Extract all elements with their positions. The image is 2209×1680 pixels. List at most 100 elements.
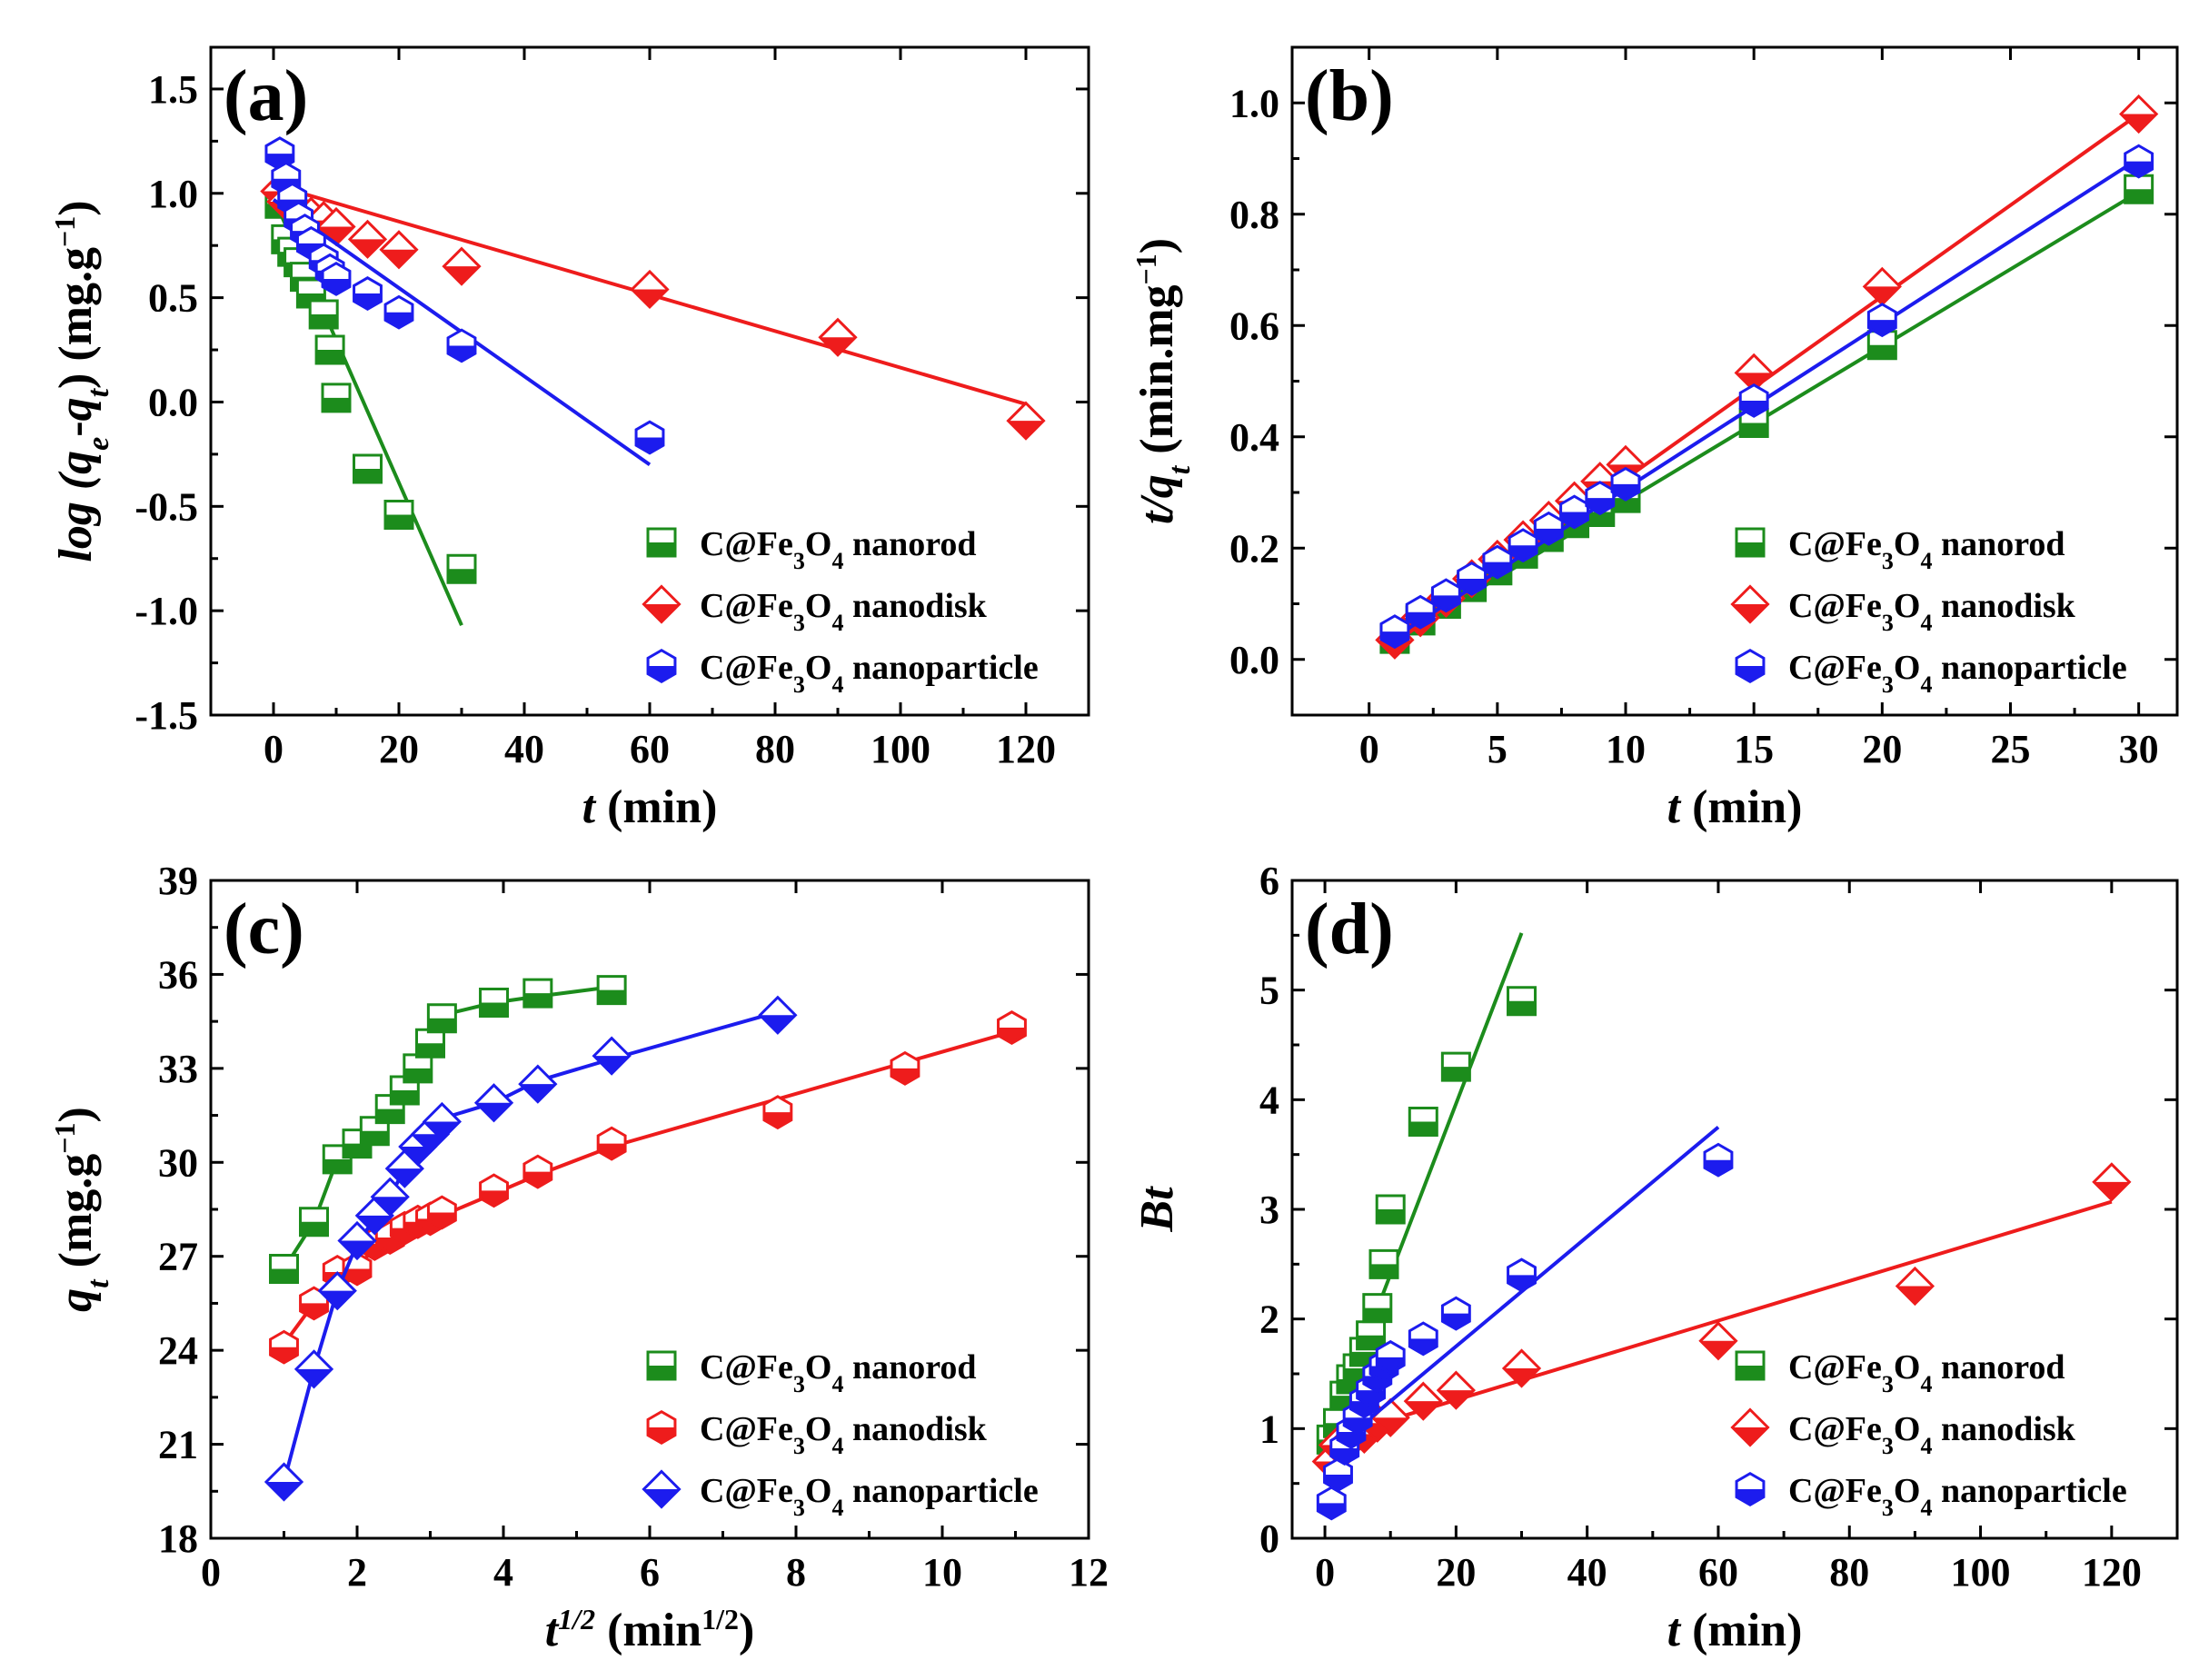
panel-label: (a): [224, 56, 308, 136]
x-tick-label: 120: [2082, 1550, 2142, 1595]
data-point-nanorod: [479, 987, 510, 1018]
data-point-nanoparticle: [422, 1101, 463, 1142]
data-point-nanorod: [415, 1028, 445, 1059]
data-point-nanodisk: [347, 219, 388, 259]
data-point-nanoparticle: [473, 1083, 514, 1123]
data-point-nanodisk: [1698, 1321, 1738, 1361]
data-point-nanorod: [403, 1053, 433, 1084]
legend-entry-nanoparticle: C@Fe3O4 nanoparticle: [1788, 1472, 2127, 1521]
x-tick-label: 20: [1436, 1550, 1476, 1595]
x-tick-label: 0: [264, 727, 284, 771]
legend-entry-nanoparticle: C@Fe3O4 nanoparticle: [700, 1472, 1039, 1521]
data-point-nanoparticle: [1585, 481, 1616, 516]
x-tick-label: 100: [871, 727, 930, 771]
x-tick-label: 80: [1829, 1550, 1869, 1595]
series-nanoparticle: [1316, 1125, 1734, 1521]
y-tick-label: 3: [1259, 1188, 1279, 1232]
y-tick-label: 4: [1259, 1078, 1279, 1122]
y-tick-label: 2: [1259, 1297, 1279, 1342]
data-point-nanorod: [1375, 1194, 1406, 1225]
data-point-nanorod: [1440, 1051, 1471, 1082]
panel-d: 0 20 40 60 80 100 120 0 1 2 3 4 5 6 t (min) Bt (d) C@Fe3O…: [1131, 859, 2179, 1656]
x-axis: 0 20 40 60 80 100 120: [264, 47, 1056, 771]
legend-marker-nanodisk: [1730, 1407, 1770, 1447]
x-axis-label: t (min): [582, 781, 718, 833]
y-axis: 0.0 0.2 0.4 0.6 0.8 1.0: [1229, 81, 2177, 682]
legend-marker-nanorod: [1735, 527, 1766, 558]
x-tick-label: 4: [493, 1550, 513, 1595]
legend-marker-nanorod: [646, 1350, 677, 1381]
x-tick-label: 10: [922, 1550, 962, 1595]
panel-label: (d): [1305, 890, 1394, 969]
x-axis-label: t (min): [1667, 1605, 1803, 1656]
x-tick-label: 40: [1567, 1550, 1607, 1595]
data-point-nanoparticle: [383, 294, 414, 330]
data-point-nanorod: [446, 553, 477, 584]
data-point-nanoparticle: [1533, 511, 1564, 546]
x-tick-label: 60: [1698, 1550, 1738, 1595]
data-point-nanorod: [322, 1144, 353, 1175]
data-point-nanorod: [426, 1003, 457, 1034]
y-axis-label: t/qt (min.mg−1): [1129, 238, 1197, 524]
y-tick-label: 0.6: [1229, 303, 1279, 348]
data-point-nanorod: [1356, 1320, 1387, 1351]
data-point-nanoparticle: [1866, 303, 1897, 338]
data-point-nanorod: [596, 975, 627, 1006]
legend-marker-nanorod: [1735, 1350, 1766, 1381]
series-nanodisk: [260, 171, 1046, 441]
data-point-nanodisk: [1436, 1370, 1476, 1410]
data-point-nanoparticle: [1440, 1296, 1471, 1331]
y-tick-label: -1.5: [134, 693, 198, 738]
data-point-nanodisk: [818, 317, 858, 357]
data-point-nanoparticle: [1375, 1339, 1406, 1375]
y-axis-label: Bt: [1131, 1186, 1183, 1233]
x-tick-label: 10: [1606, 727, 1646, 771]
panel-a: 0 20 40 60 80 100 120 -1.5 -1.0 -0.5 0.0 0.5 1.0 1.5 t…: [48, 45, 1090, 833]
data-point-nanorod: [299, 1207, 330, 1238]
x-tick-label: 2: [347, 1550, 367, 1595]
y-tick-label: 21: [158, 1423, 198, 1467]
y-tick-label: -1.0: [134, 589, 198, 633]
data-point-nanoparticle: [634, 420, 665, 455]
data-point-nanorod: [1368, 1248, 1399, 1279]
y-tick-label: 0.8: [1229, 193, 1279, 237]
x-tick-label: 60: [630, 727, 670, 771]
legend-entry-nanoparticle: C@Fe3O4 nanoparticle: [700, 649, 1039, 698]
y-tick-label: 0.2: [1229, 526, 1279, 571]
y-tick-label: 30: [158, 1140, 198, 1185]
y-tick-label: 33: [158, 1047, 198, 1091]
data-point-nanoparticle: [1405, 594, 1436, 630]
data-point-nanorod: [383, 500, 414, 530]
data-point-nanoparticle: [1316, 1486, 1347, 1521]
x-tick-label: 80: [755, 727, 795, 771]
y-tick-label: 1: [1259, 1407, 1279, 1451]
data-point-nanoparticle: [758, 995, 798, 1035]
legend-marker-nanoparticle: [642, 1469, 682, 1509]
y-tick-label: 36: [158, 952, 198, 997]
data-point-nanoparticle: [1457, 561, 1488, 596]
legend-marker-nanodisk: [646, 1410, 677, 1445]
x-axis-label: t (min): [1667, 781, 1803, 833]
y-tick-label: 0: [1259, 1516, 1279, 1561]
y-tick-label: 0.0: [1229, 638, 1279, 682]
data-point-nanodisk: [426, 1195, 457, 1230]
x-axis-label: t1/2 (min1/2): [545, 1603, 755, 1656]
panel-label: (c): [224, 890, 304, 969]
x-tick-label: 0: [1315, 1550, 1335, 1595]
legend-entry-nanodisk: C@Fe3O4 nanodisk: [700, 587, 988, 636]
data-point-nanorod: [314, 334, 345, 365]
series-nanorod: [269, 975, 627, 1285]
x-axis: 0 2 4 6 8 10 12: [201, 880, 1109, 1595]
data-point-nanorod: [353, 453, 383, 484]
legend-entry-nanodisk: C@Fe3O4 nanodisk: [1788, 587, 2076, 636]
data-point-nanodisk: [1895, 1266, 1935, 1307]
legend-entry-nanorod: C@Fe3O4 nanorod: [1788, 1348, 2065, 1397]
x-axis: 0 20 40 60 80 100 120: [1315, 880, 2142, 1595]
legend-entry-nanoparticle: C@Fe3O4 nanoparticle: [1788, 649, 2127, 698]
series-nanorod: [1379, 174, 2154, 654]
y-tick-label: 18: [158, 1516, 198, 1561]
data-point-nanorod: [1507, 986, 1537, 1017]
x-tick-label: 6: [640, 1550, 660, 1595]
legend-marker-nanoparticle: [646, 649, 677, 683]
data-point-nanorod: [308, 299, 339, 330]
